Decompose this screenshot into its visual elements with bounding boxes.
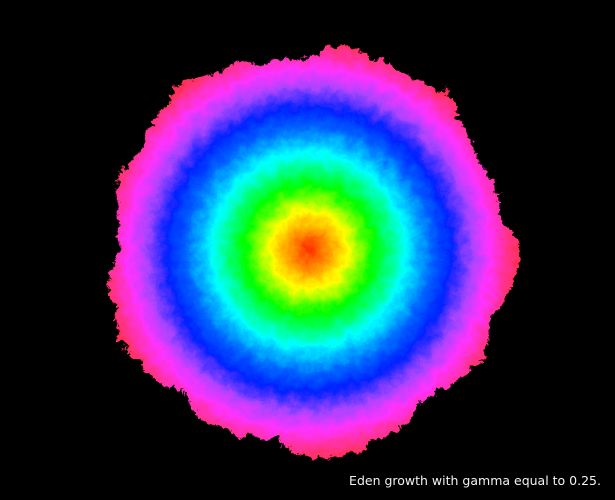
growth-cluster [107, 44, 520, 458]
caption: Eden growth with gamma equal to 0.25. [349, 472, 601, 488]
cluster-outline [107, 44, 520, 458]
